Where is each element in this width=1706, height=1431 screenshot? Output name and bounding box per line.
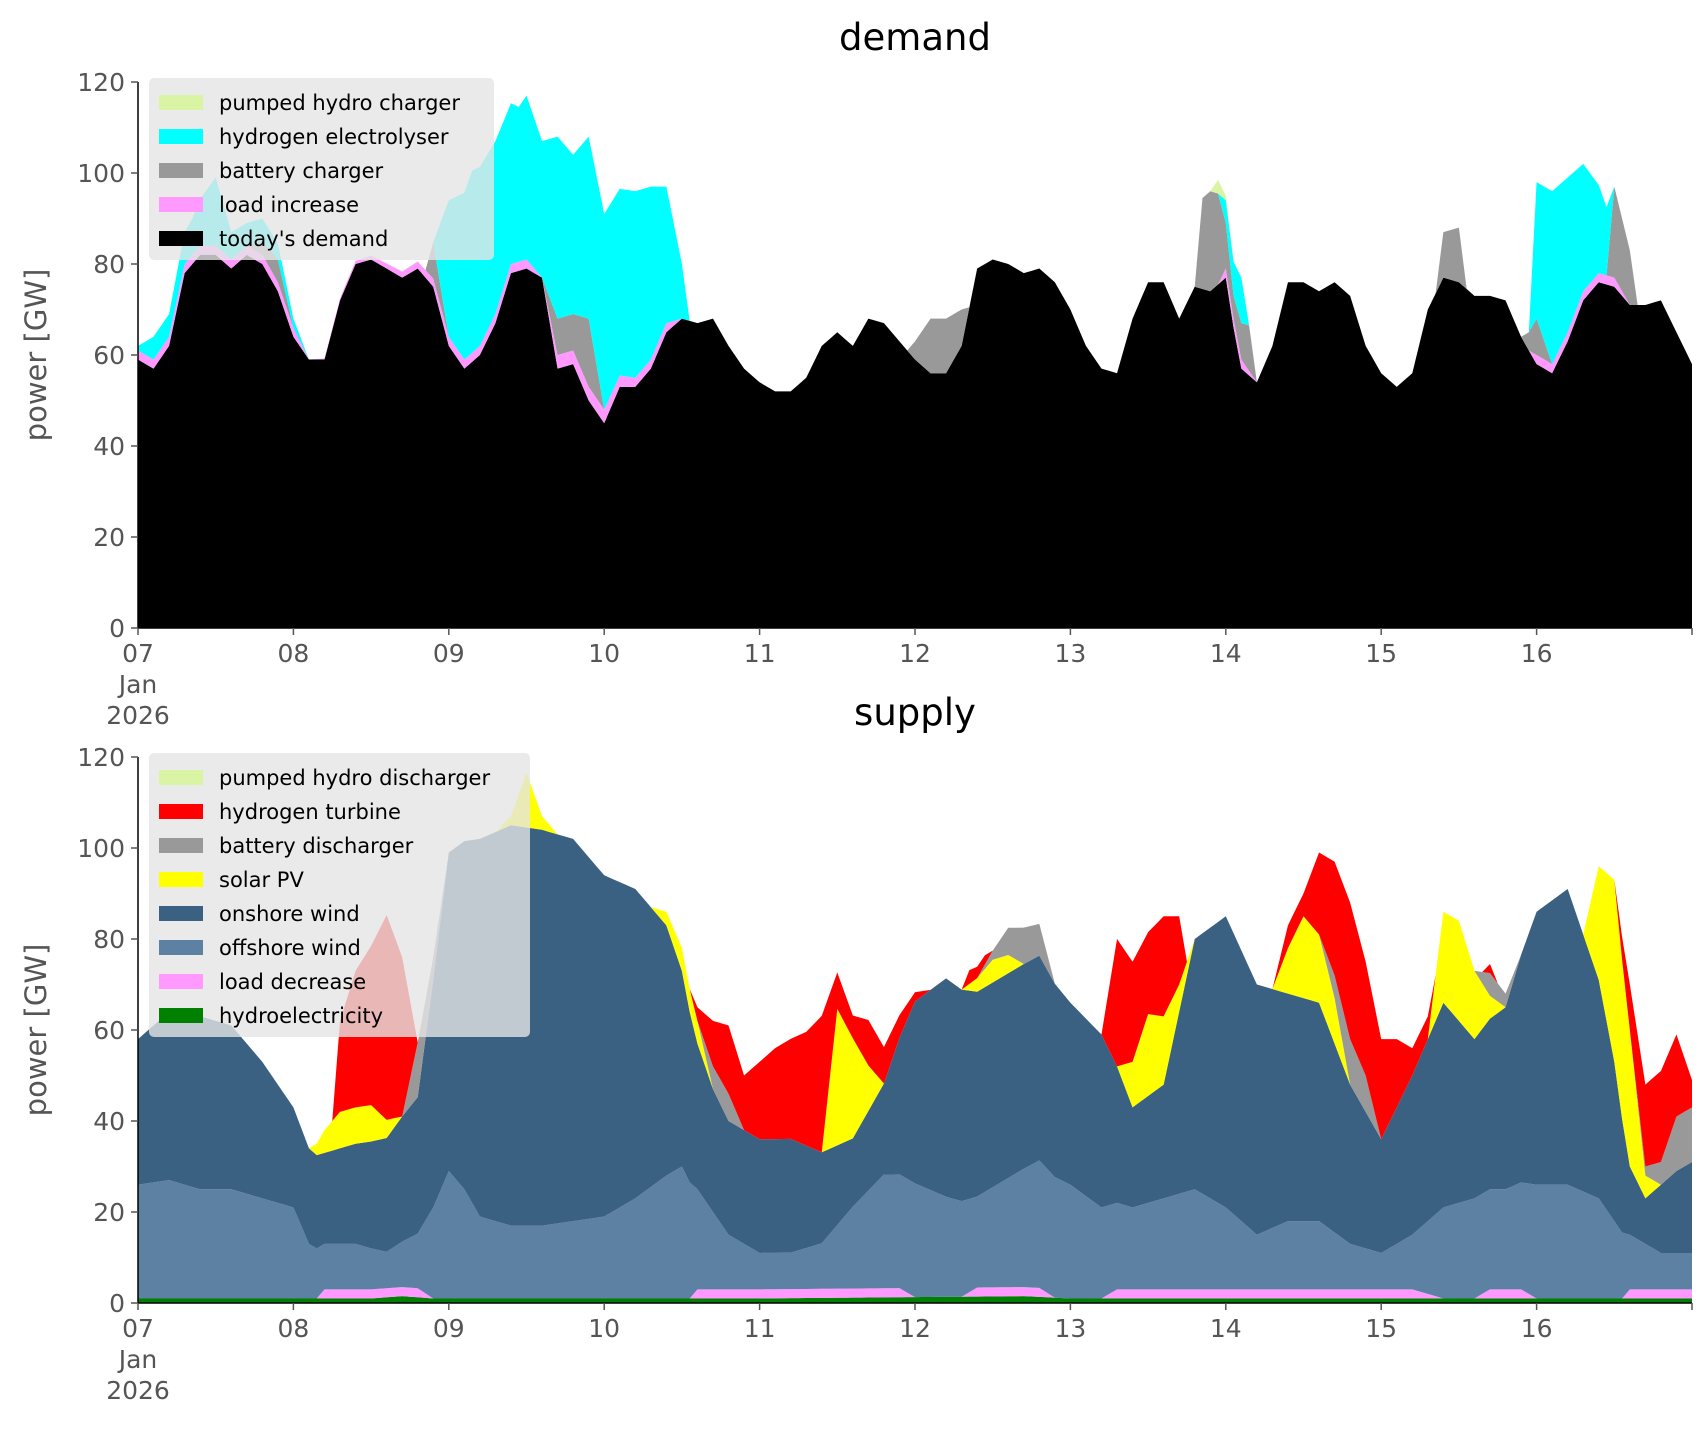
x-tick-month-label: Jan [117, 670, 158, 699]
legend-label: hydroelectricity [219, 1004, 383, 1028]
x-tick-label: 10 [588, 1314, 620, 1343]
legend-label: battery discharger [219, 834, 414, 858]
x-tick-label: 14 [1210, 1314, 1242, 1343]
legend-item-load-decrease: load decrease [159, 970, 366, 994]
legend-label: offshore wind [219, 936, 361, 960]
legend-swatch [159, 906, 203, 921]
legend-item-hydrogen-electrolyser: hydrogen electrolyser [159, 125, 449, 149]
y-tick-label: 100 [77, 834, 125, 863]
legend-swatch [159, 1008, 203, 1023]
y-tick-label: 20 [93, 1198, 125, 1227]
legend-swatch [159, 804, 203, 819]
legend-item-pumped-hydro-discharger: pumped hydro discharger [159, 766, 490, 790]
legend-item-hydroelectricity: hydroelectricity [159, 1004, 383, 1028]
legend-box [149, 753, 530, 1037]
legend-label: pumped hydro discharger [219, 766, 490, 790]
legend-label: load increase [219, 193, 359, 217]
legend-item-hydrogen-turbine: hydrogen turbine [159, 800, 401, 824]
x-tick-label: 14 [1210, 639, 1242, 668]
x-tick-label: 09 [433, 1314, 465, 1343]
area-load-decrease [138, 1287, 1692, 1299]
legend-item-battery-discharger: battery discharger [159, 834, 414, 858]
x-tick-label: 09 [433, 639, 465, 668]
y-tick-label: 60 [93, 341, 125, 370]
legend-label: load decrease [219, 970, 366, 994]
x-tick-label: 08 [277, 1314, 309, 1343]
legend-swatch [159, 974, 203, 989]
x-tick-label: 11 [744, 639, 776, 668]
x-tick-label: 15 [1365, 639, 1397, 668]
legend-label: pumped hydro charger [219, 91, 460, 115]
x-tick-label: 08 [277, 639, 309, 668]
legend: pumped hydro charger hydrogen electrolyse… [149, 78, 494, 260]
legend-item-pumped-hydro-charger: pumped hydro charger [159, 91, 460, 115]
legend-box [149, 78, 494, 260]
x-tick-label: 15 [1365, 1314, 1397, 1343]
y-tick-label: 60 [93, 1016, 125, 1045]
legend-swatch [159, 872, 203, 887]
legend-label: battery charger [219, 159, 384, 183]
x-tick-label: 16 [1521, 639, 1553, 668]
legend-swatch [159, 163, 203, 178]
legend-item-battery-charger: battery charger [159, 159, 384, 183]
legend-label: today's demand [219, 227, 388, 251]
legend-label: solar PV [219, 868, 304, 892]
x-tick-label: 07 [122, 1314, 154, 1343]
area-offshore-wind [138, 1160, 1692, 1299]
legend: pumped hydro discharger hydrogen turbine b… [149, 753, 530, 1037]
y-tick-label: 40 [93, 1107, 125, 1136]
y-tick-label: 40 [93, 432, 125, 461]
area-hydroelectricity [138, 1296, 1692, 1303]
x-tick-label: 11 [744, 1314, 776, 1343]
y-axis-label: power [GW] [19, 944, 53, 1117]
area-layers [138, 95, 1692, 628]
x-tick-label: 12 [899, 639, 931, 668]
y-tick-label: 0 [109, 1289, 125, 1318]
legend-item-today-s-demand: today's demand [159, 227, 388, 251]
legend-swatch [159, 95, 203, 110]
chart-title: demand [839, 16, 991, 59]
legend-swatch [159, 940, 203, 955]
legend-swatch [159, 838, 203, 853]
legend-item-solar-pv: solar PV [159, 868, 304, 892]
legend-swatch [159, 129, 203, 144]
y-tick-label: 0 [109, 614, 125, 643]
legend-swatch [159, 197, 203, 212]
legend-item-load-increase: load increase [159, 193, 359, 217]
legend-item-onshore-wind: onshore wind [159, 902, 360, 926]
legend-label: hydrogen turbine [219, 800, 401, 824]
x-tick-label: 12 [899, 1314, 931, 1343]
chart-title: supply [854, 691, 976, 734]
legend-item-offshore-wind: offshore wind [159, 936, 361, 960]
area-today-s-demand [138, 254, 1692, 628]
x-tick-label: 13 [1054, 639, 1086, 668]
y-tick-label: 20 [93, 523, 125, 552]
area-hydrogen-electrolyser [138, 95, 1692, 410]
x-tick-label: 10 [588, 639, 620, 668]
x-tick-month-label: Jan [117, 1345, 158, 1374]
y-tick-label: 80 [93, 250, 125, 279]
x-tick-label: 13 [1054, 1314, 1086, 1343]
y-axis-label: power [GW] [19, 269, 53, 442]
y-tick-label: 80 [93, 925, 125, 954]
legend-label: hydrogen electrolyser [219, 125, 449, 149]
y-tick-label: 120 [77, 68, 125, 97]
x-tick-label: 16 [1521, 1314, 1553, 1343]
y-tick-label: 100 [77, 159, 125, 188]
legend-label: onshore wind [219, 902, 360, 926]
legend-swatch [159, 770, 203, 785]
legend-swatch [159, 231, 203, 246]
x-tick-year-label: 2026 [106, 701, 170, 730]
x-tick-label: 07 [122, 639, 154, 668]
x-tick-year-label: 2026 [106, 1376, 170, 1405]
y-tick-label: 120 [77, 743, 125, 772]
